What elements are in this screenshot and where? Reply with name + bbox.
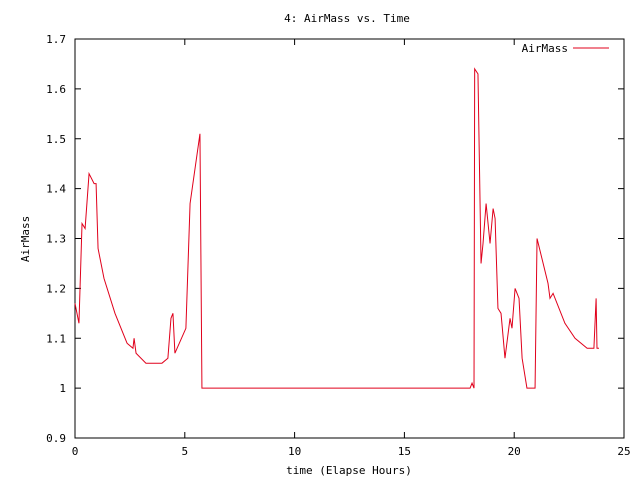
x-tick-label: 25 bbox=[617, 445, 630, 458]
y-axis-label: AirMass bbox=[19, 216, 32, 262]
chart-title: 4: AirMass vs. Time bbox=[284, 12, 410, 25]
x-tick-label: 10 bbox=[288, 445, 301, 458]
y-tick-label: 0.9 bbox=[46, 432, 66, 445]
y-tick-label: 1.5 bbox=[46, 133, 66, 146]
x-tick-label: 0 bbox=[72, 445, 79, 458]
data-line bbox=[74, 67, 599, 389]
y-tick-label: 1 bbox=[59, 382, 66, 395]
y-tick-label: 1.2 bbox=[46, 282, 66, 295]
x-tick-label: 15 bbox=[398, 445, 411, 458]
y-tick-label: 1.1 bbox=[46, 332, 66, 345]
y-tick-label: 1.3 bbox=[46, 233, 66, 246]
legend-label: AirMass bbox=[522, 42, 568, 55]
y-tick-label: 1.7 bbox=[46, 33, 66, 46]
y-tick-label: 1.4 bbox=[46, 183, 66, 196]
y-tick-label: 1.6 bbox=[46, 83, 66, 96]
x-tick-label: 5 bbox=[181, 445, 188, 458]
x-tick-label: 20 bbox=[508, 445, 521, 458]
x-axis-label: time (Elapse Hours) bbox=[286, 464, 412, 477]
